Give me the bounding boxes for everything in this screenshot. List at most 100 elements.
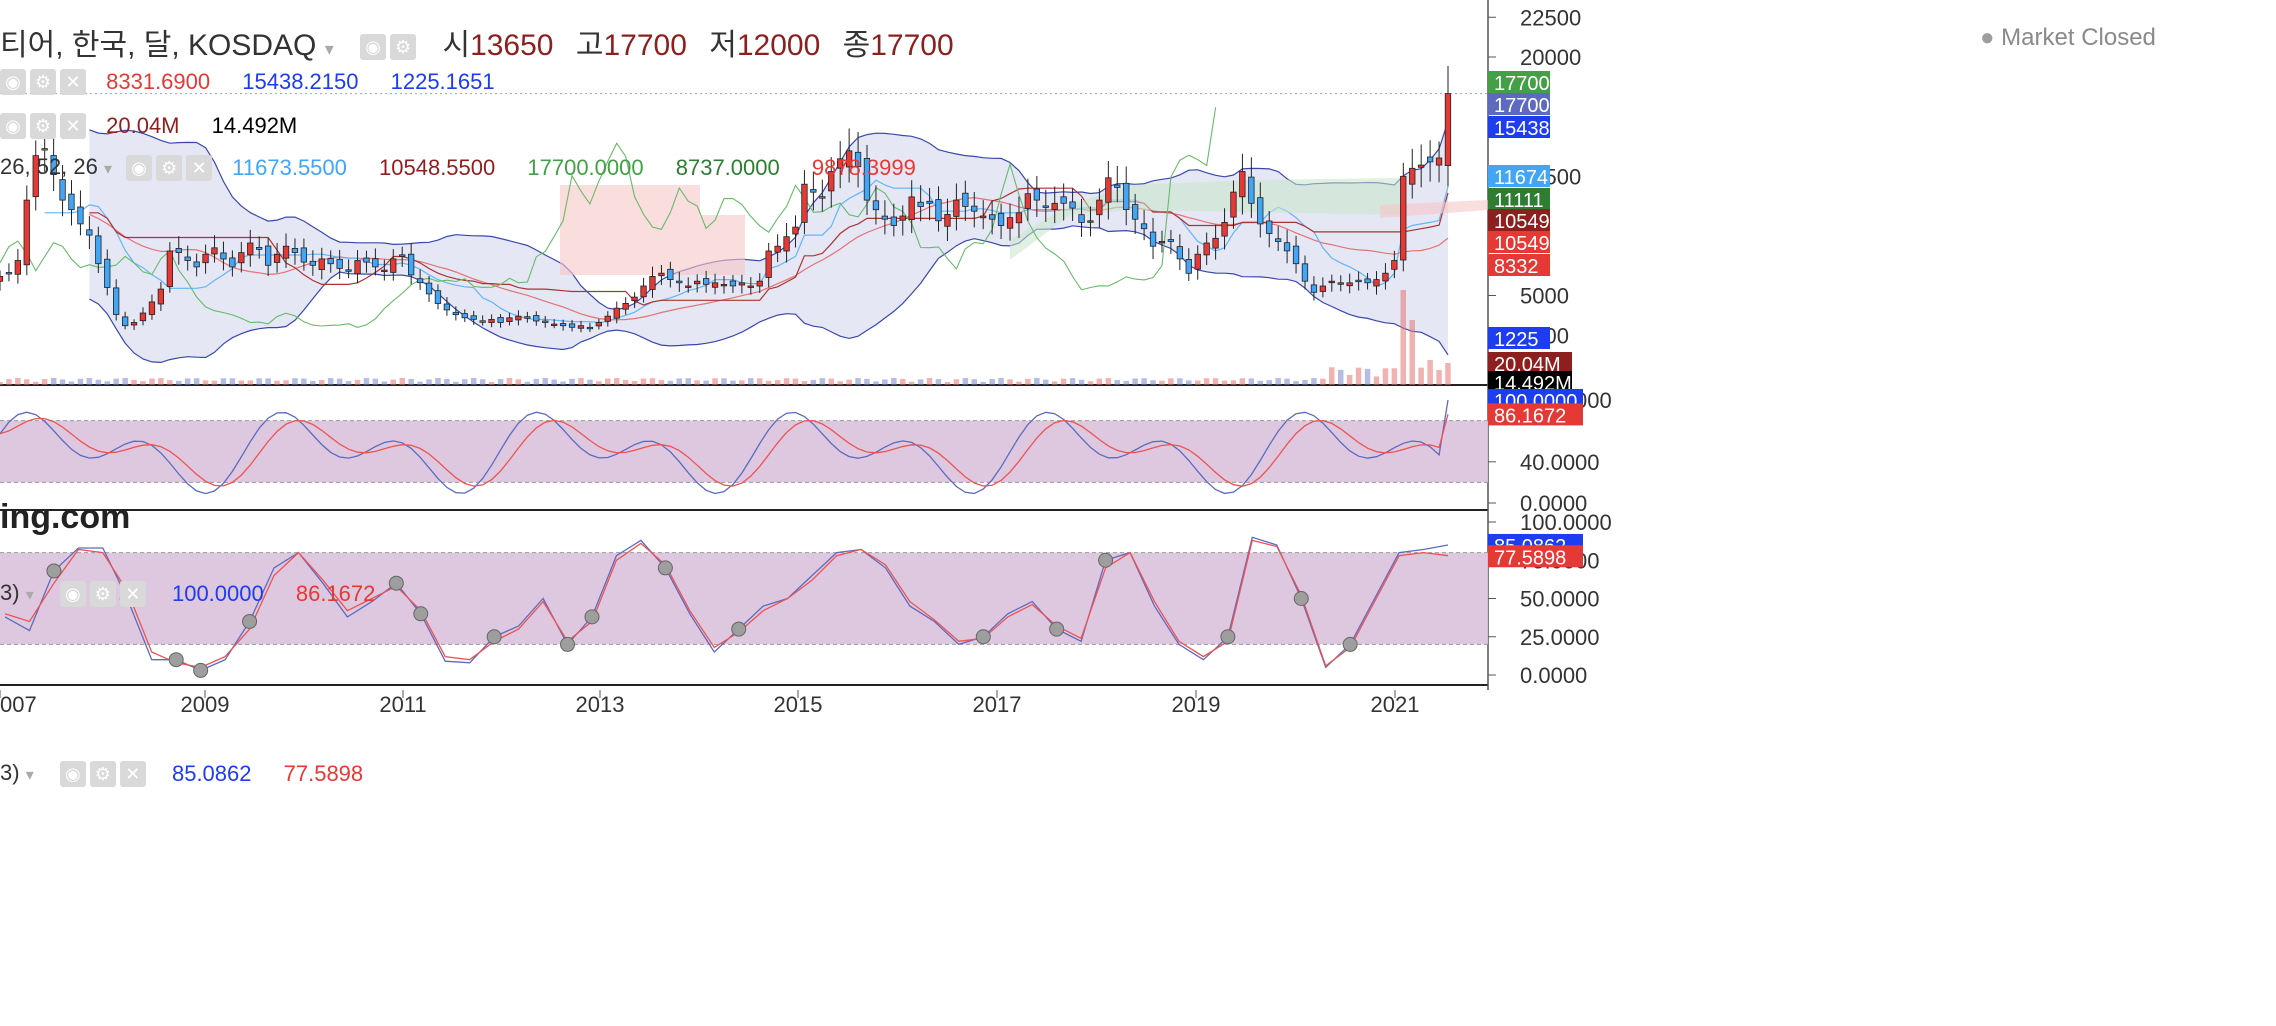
eye-icon[interactable]: ◉	[59, 761, 86, 788]
gear-icon[interactable]: ⚙	[390, 34, 417, 61]
price-tag-bg	[1488, 188, 1550, 210]
volume-bar	[1355, 367, 1362, 385]
candle	[1239, 171, 1246, 198]
price-pane[interactable]	[0, 0, 1489, 690]
price-axis[interactable]: 22500200001250050002500100.000040.00000.…	[1488, 5, 1612, 688]
close-icon[interactable]: ✕	[119, 581, 146, 608]
gear-icon[interactable]: ⚙	[30, 113, 56, 140]
volume-bar	[471, 378, 477, 385]
volume-bar	[1078, 379, 1085, 385]
close-icon[interactable]: ✕	[186, 155, 213, 182]
volume-bar	[0, 382, 3, 385]
candle	[694, 280, 701, 285]
volume-bar	[998, 378, 1004, 385]
gear-icon[interactable]: ⚙	[89, 581, 116, 608]
price-tag[interactable]: 11674	[1488, 165, 1550, 189]
volume-bar	[1087, 381, 1094, 385]
stochastic-pane[interactable]	[0, 536, 1488, 678]
volume-bar	[417, 381, 423, 385]
candle	[32, 155, 39, 198]
stochastic-d-line	[4, 539, 1449, 669]
candle	[1203, 242, 1210, 256]
candle	[238, 252, 245, 264]
eye-icon[interactable]: ◉	[0, 69, 26, 96]
chevron-down-icon[interactable]: ▾	[104, 161, 113, 178]
volume-bar	[1043, 379, 1049, 385]
price-tag[interactable]: 17700	[1488, 71, 1550, 95]
bollinger-lower-line	[89, 225, 1449, 364]
candle	[166, 250, 174, 287]
chevron-down-icon[interactable]: ▾	[25, 587, 34, 604]
price-tag-text: 10549	[1494, 211, 1550, 233]
ohlc-low-label: 저	[709, 29, 737, 62]
volume-bar	[1025, 378, 1031, 385]
chevron-down-icon[interactable]: ▾	[324, 39, 334, 59]
gear-icon[interactable]: ⚙	[89, 761, 116, 788]
volume-bar	[1329, 367, 1335, 385]
volume-bar	[605, 378, 611, 385]
ohlc-low-value: 12000	[736, 29, 821, 62]
eye-icon[interactable]: ◉	[126, 155, 153, 182]
candle	[1042, 205, 1049, 208]
price-tag-bg	[1488, 209, 1550, 231]
candle	[5, 272, 13, 275]
time-axis-label: 2011	[379, 692, 426, 717]
close-icon[interactable]: ✕	[60, 113, 86, 140]
volume-bar	[399, 378, 405, 385]
candle	[1140, 223, 1148, 230]
close-icon[interactable]: ✕	[60, 69, 86, 96]
stoch-rsi-d: 86.1672	[295, 581, 376, 607]
candle	[381, 269, 388, 273]
candle	[1400, 175, 1407, 261]
candle	[461, 313, 468, 319]
candle	[1275, 238, 1282, 242]
volume-bar	[453, 381, 459, 385]
volume-bar	[211, 380, 218, 385]
volume-bar	[891, 378, 897, 385]
symbol-title[interactable]: 티어, 한국, 달, KOSDAQ	[0, 29, 317, 62]
time-axis[interactable]: 007 2009 2011 2013 2015 2017 2019 2021	[0, 690, 1419, 717]
oscillator-tag[interactable]: 77.5898	[1488, 545, 1583, 569]
volume-bar	[184, 378, 191, 385]
price-tag-bg	[1488, 352, 1572, 374]
ichimoku-span-a: 8737.0000	[675, 155, 780, 181]
crossover-marker	[975, 629, 991, 645]
volume-bar	[801, 381, 808, 385]
candle	[917, 201, 924, 207]
candle	[649, 275, 656, 290]
crossover-marker	[731, 621, 747, 637]
candle	[497, 317, 504, 323]
price-tag[interactable]: 10549	[1488, 231, 1550, 255]
candle	[711, 282, 719, 288]
eye-icon[interactable]: ◉	[59, 581, 86, 608]
eye-icon[interactable]: ◉	[360, 34, 387, 61]
ichimoku-base: 10548.5500	[379, 155, 496, 181]
crossover-marker	[168, 652, 184, 668]
volume-bar	[614, 378, 620, 385]
price-tag[interactable]: 15438	[1488, 116, 1550, 140]
gear-icon[interactable]: ⚙	[30, 69, 56, 96]
volume-bar	[1427, 360, 1433, 385]
candle	[184, 256, 191, 261]
volume-bar	[1186, 380, 1192, 385]
gear-icon[interactable]: ⚙	[156, 155, 183, 182]
stoch-rsi-pane[interactable]	[0, 399, 1488, 495]
price-tag[interactable]: 8332	[1488, 254, 1550, 278]
candle	[1310, 284, 1318, 293]
price-tag[interactable]: 11111	[1488, 188, 1550, 212]
oscillator-tag[interactable]: 86.1672	[1488, 403, 1583, 427]
volume-bar	[658, 380, 665, 385]
eye-icon[interactable]: ◉	[0, 113, 26, 140]
market-status: ● Market Closed	[1980, 24, 2156, 52]
volume-ma-value: 14.492M	[211, 113, 298, 139]
volume-bar	[488, 381, 495, 385]
price-tag[interactable]: 1225	[1488, 327, 1550, 351]
close-icon[interactable]: ✕	[119, 761, 146, 788]
price-tag[interactable]: 10549	[1488, 209, 1550, 233]
price-tag[interactable]: 20.04M	[1488, 352, 1572, 376]
crossover-marker	[242, 613, 258, 629]
volume-bar	[721, 378, 727, 385]
price-tag[interactable]: 17700	[1488, 93, 1550, 117]
candle	[971, 205, 978, 212]
chevron-down-icon[interactable]: ▾	[25, 767, 34, 784]
